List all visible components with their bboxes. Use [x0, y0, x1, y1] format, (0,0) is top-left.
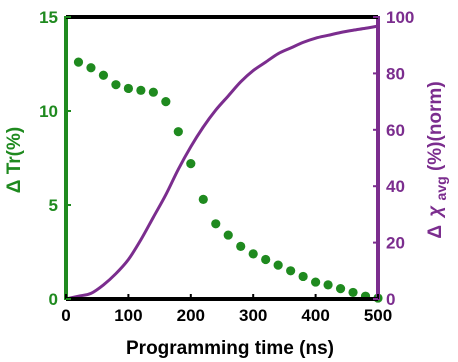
x-tick-label: 500 [364, 306, 392, 325]
x-tick-label: 0 [61, 306, 70, 325]
right-y-tick-label: 80 [386, 64, 405, 83]
left-y-axis-label-main: Tr(%) [4, 127, 25, 175]
right-y-axis-label: Δ χ avg (%)(norm) [425, 81, 451, 238]
right-y-tick-label: 100 [386, 8, 414, 27]
delta-tr-point [335, 284, 346, 294]
right-y-axis-label-delta: Δ [425, 225, 446, 239]
right-y-axis-label-sub: avg [433, 176, 449, 200]
delta-tr-point [148, 87, 158, 97]
delta-tr-point [211, 219, 221, 229]
delta-tr-point [236, 241, 246, 251]
delta-tr-point [186, 159, 196, 169]
chi-avg-line [65, 24, 379, 301]
delta-tr-point [136, 85, 146, 95]
delta-tr-point [261, 254, 271, 265]
delta-tr-point [73, 57, 84, 67]
plot-marks [65, 24, 383, 303]
delta-tr-point [298, 271, 308, 282]
left-y-tick-label: 10 [39, 102, 58, 121]
delta-tr-point [323, 280, 333, 290]
left-y-axis-label: Δ Tr(%) [4, 127, 25, 193]
x-tick-label: 300 [239, 306, 267, 325]
left-y-tick-label: 5 [49, 196, 58, 215]
delta-tr-point [223, 230, 233, 240]
x-tick-label: 100 [114, 306, 142, 325]
left-y-tick-label: 15 [39, 8, 58, 27]
left-y-tick-label: 0 [49, 290, 58, 309]
delta-tr-point [98, 70, 109, 80]
right-y-axis-label-suffix: (%)(norm) [425, 81, 446, 171]
right-y-tick-label: 40 [386, 177, 405, 196]
right-y-axis-label-chi: χ [425, 205, 446, 219]
delta-tr-point [198, 194, 208, 204]
right-y-tick-label: 60 [386, 121, 405, 140]
left-y-axis-label-delta: Δ [4, 180, 25, 194]
delta-tr-point [161, 97, 171, 107]
delta-tr-point [348, 287, 358, 298]
delta-tr-point [111, 80, 121, 90]
x-tick-label: 200 [177, 306, 205, 325]
delta-tr-point [311, 277, 321, 287]
right-y-tick-label: 0 [386, 290, 395, 309]
x-tick-label: 400 [301, 306, 329, 325]
delta-tr-point [273, 260, 283, 270]
delta-tr-point [248, 249, 258, 259]
delta-tr-point [123, 83, 133, 94]
delta-tr-point [173, 127, 183, 137]
right-y-tick-label: 20 [386, 234, 405, 253]
delta-tr-point [86, 63, 96, 73]
x-axis-label: Programming time (ns) [126, 338, 334, 359]
delta-tr-point [286, 266, 296, 276]
